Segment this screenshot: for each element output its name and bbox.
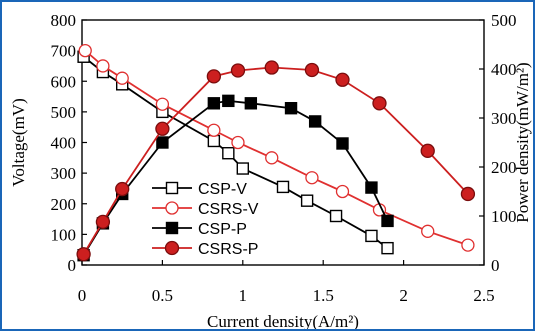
- legend-label: CSRS-V: [198, 201, 259, 218]
- csrs-p-point: [304, 62, 320, 78]
- x-tick-label: 0: [78, 286, 87, 305]
- csrs-v-point: [421, 224, 435, 238]
- csp-v-point: [236, 162, 250, 175]
- csp-p-point: [308, 115, 322, 128]
- y-left-axis-title: Voltage(mV): [9, 98, 28, 186]
- csrs-p-point: [230, 63, 246, 78]
- y-left-tick-label: 200: [51, 195, 77, 214]
- legend: CSP-V CSRS-V CSP-P CSRS-P: [152, 181, 259, 258]
- x-tick-label: 1: [239, 286, 248, 305]
- y-left-tick-label: 600: [51, 72, 77, 91]
- csrs-p-point: [155, 121, 170, 136]
- legend-marker: [165, 201, 179, 215]
- y-left-tick-label: 500: [51, 103, 77, 122]
- x-axis-title: Current density(A/m²): [207, 312, 359, 329]
- axes: 0 0.5 1 1.5 2 2.5 0 100 200 300 400 500 600 700 800 0 10…: [51, 11, 517, 305]
- csp-p-point: [381, 214, 394, 228]
- csrs-p-point: [460, 186, 476, 202]
- csp-v-point: [329, 209, 343, 223]
- csrs-p-point: [335, 72, 350, 87]
- x-tick-label: 2: [399, 286, 408, 305]
- y-left-tick-label: 700: [51, 42, 77, 61]
- legend-label: CSP-V: [198, 181, 247, 198]
- csp-v-point: [365, 229, 378, 243]
- csrs-v-point: [461, 238, 475, 252]
- y-right-tick-label: 400: [491, 60, 517, 79]
- x-tick-label: 2.5: [473, 286, 494, 305]
- csrs-v-point: [335, 184, 350, 199]
- csp-v-point: [300, 194, 314, 207]
- csrs-v-line: [84, 49, 469, 246]
- y-left-tick-label: 400: [51, 134, 77, 153]
- y-right-axis-title: Power density(mW/m²): [513, 62, 532, 222]
- y-right-tick-label: 500: [491, 11, 517, 30]
- csrs-v-point: [96, 59, 110, 73]
- csrs-p-point: [206, 69, 222, 84]
- csrs-v-point: [155, 97, 170, 111]
- csrs-p-point: [372, 96, 387, 111]
- csp-p-point: [156, 136, 169, 149]
- csp-p-point: [336, 137, 349, 150]
- legend-item-csrs-p: CSRS-P: [152, 240, 258, 258]
- y-right-tick-label: 300: [491, 109, 517, 128]
- csrs-v-point: [207, 123, 221, 137]
- y-left-tick-label: 800: [51, 11, 77, 30]
- csp-p-point: [244, 97, 258, 110]
- csrs-p-point: [115, 181, 130, 197]
- series-csrs-p: [76, 60, 476, 262]
- csrs-p-point: [95, 214, 111, 230]
- y-left-tick-label: 300: [51, 164, 77, 183]
- csrs-p-point: [420, 143, 435, 158]
- csp-p-point: [284, 101, 298, 115]
- legend-item-csp-p: CSP-P: [152, 221, 247, 238]
- csrs-v-point: [78, 43, 92, 58]
- y-left-tick-label: 0: [68, 256, 77, 275]
- legend-label: CSP-P: [198, 221, 247, 238]
- csp-p-point: [207, 97, 221, 110]
- series-layer: [76, 43, 476, 262]
- y-right-tick-label: 0: [491, 256, 500, 275]
- csp-p-point: [222, 94, 235, 108]
- y-right-tick-label: 200: [491, 158, 517, 177]
- csp-v-point: [222, 147, 235, 160]
- series-csrs-v: [78, 43, 475, 252]
- csrs-v-point: [265, 151, 279, 165]
- legend-item-csrs-v: CSRS-V: [152, 201, 259, 218]
- y-right-tick-label: 100: [491, 207, 517, 226]
- csrs-v-point: [115, 71, 129, 85]
- y-left-tick-label: 100: [51, 225, 77, 244]
- csp-v-point: [381, 241, 394, 255]
- legend-marker: [165, 221, 179, 235]
- csrs-p-point: [76, 247, 91, 262]
- legend-item-csp-v: CSP-V: [152, 181, 247, 198]
- csrs-p-point: [264, 60, 279, 75]
- legend-marker: [165, 181, 179, 195]
- legend-marker: [164, 240, 180, 256]
- csp-v-point: [207, 134, 221, 148]
- csp-v-point: [276, 180, 290, 194]
- csrs-v-point: [305, 171, 319, 185]
- csrs-v-point: [231, 135, 245, 150]
- x-tick-label: 0.5: [152, 286, 173, 305]
- x-tick-label: 1.5: [313, 286, 334, 305]
- legend-label: CSRS-P: [198, 241, 258, 258]
- csp-p-point: [365, 181, 378, 194]
